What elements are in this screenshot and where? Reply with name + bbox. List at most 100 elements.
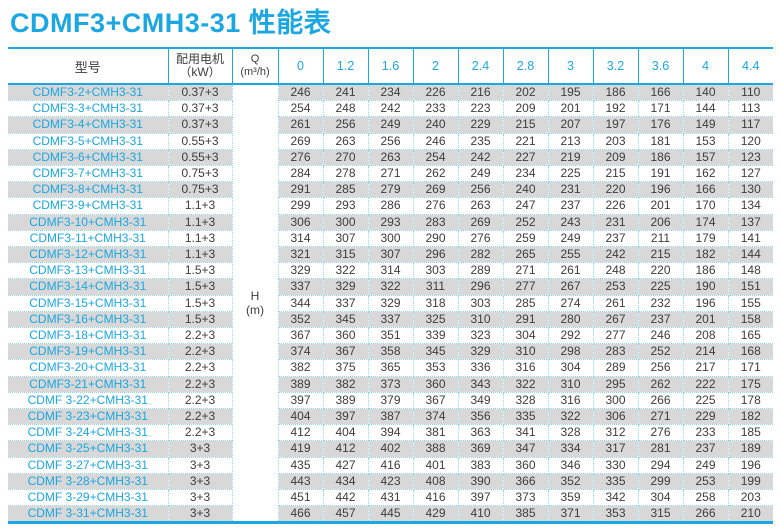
head-value-cell: 375 (322, 359, 369, 377)
head-value-cell: 279 (367, 181, 414, 199)
head-value-cell: 254 (412, 148, 459, 167)
header-flow-value: 3.2 (593, 48, 639, 85)
head-value-cell: 157 (682, 148, 729, 167)
table-row: CDMF 3-28+CMH3-31 3+3 443 434 423 408 390 366 35… (8, 472, 773, 491)
head-value-cell: 345 (412, 343, 459, 361)
motor-power-cell: 1.1+3 (167, 197, 233, 215)
head-value-cell: 337 (367, 310, 414, 329)
head-value-cell: 347 (502, 440, 549, 458)
head-value-cell: 274 (547, 294, 594, 312)
head-value-cell: 298 (547, 343, 594, 361)
head-value-cell: 191 (637, 165, 684, 183)
head-value-cell: 267 (547, 278, 594, 296)
head-value-cell: 217 (682, 359, 729, 377)
motor-power-cell: 0.75+3 (167, 165, 233, 183)
table-row: CDMF 3-25+CMH3-31 3+3 419 412 402 388 369 347 33… (8, 440, 773, 458)
head-value-cell: 206 (637, 213, 684, 231)
head-value-cell: 166 (682, 181, 729, 199)
head-value-cell: 289 (592, 359, 639, 377)
head-value-cell: 306 (277, 213, 324, 231)
motor-power-cell: 2.2+3 (167, 343, 233, 361)
head-value-cell: 457 (322, 505, 369, 524)
head-value-cell: 246 (637, 327, 684, 345)
head-value-cell: 181 (637, 132, 684, 150)
head-value-cell: 303 (412, 262, 459, 280)
head-value-cell: 259 (502, 229, 549, 248)
head-value-cell: 359 (547, 489, 594, 507)
head-value-cell: 345 (322, 310, 369, 329)
head-value-cell: 294 (637, 456, 684, 474)
head-value-cell: 318 (412, 294, 459, 312)
head-value-cell: 330 (592, 456, 639, 474)
head-value-cell: 256 (457, 181, 504, 199)
head-value-cell: 276 (277, 148, 324, 167)
head-value-cell: 215 (502, 116, 549, 134)
header-motor-power: 配用电机 （kW） (168, 48, 233, 85)
head-value-cell: 137 (727, 213, 773, 231)
head-value-cell: 322 (502, 375, 549, 393)
head-value-cell: 299 (637, 472, 684, 491)
head-value-cell: 220 (637, 262, 684, 280)
head-value-cell: 335 (592, 472, 639, 491)
model-cell: CDMF3-15+CMH3-31 (8, 294, 169, 312)
head-value-cell: 219 (547, 148, 594, 167)
head-value-cell: 189 (727, 440, 773, 458)
head-value-cell: 315 (322, 246, 369, 264)
head-value-cell: 335 (502, 408, 549, 426)
head-value-cell: 263 (322, 132, 369, 150)
table-row: CDMF3-11+CMH3-31 1.1+3 314 307 300 290 276 259 2… (8, 229, 773, 248)
head-value-cell: 316 (502, 359, 549, 377)
head-value-cell: 329 (367, 294, 414, 312)
motor-power-cell: 0.55+3 (167, 148, 233, 167)
head-value-cell: 165 (727, 327, 773, 345)
head-value-cell: 316 (547, 391, 594, 410)
motor-power-cell: 2.2+3 (167, 375, 233, 393)
head-value-cell: 435 (277, 456, 324, 474)
table-row: CDMF 3-27+CMH3-31 3+3 435 427 416 401 383 360 34… (8, 456, 773, 474)
head-value-cell: 246 (412, 132, 459, 150)
table-row: CDMF 3-29+CMH3-31 3+3 451 442 431 416 397 373 35… (8, 489, 773, 507)
head-value-cell: 270 (322, 148, 369, 167)
head-value-cell: 214 (682, 343, 729, 361)
head-value-cell: 427 (322, 456, 369, 474)
head-value-cell: 222 (682, 375, 729, 393)
model-cell: CDMF3-21+CMH3-31 (8, 375, 169, 393)
head-value-cell: 231 (592, 213, 639, 231)
head-value-cell: 310 (547, 375, 594, 393)
table-row: CDMF3-15+CMH3-31 1.5+3 344 337 329 318 303 285 2… (8, 294, 773, 312)
head-value-cell: 140 (682, 83, 729, 102)
head-value-cell: 322 (322, 262, 369, 280)
head-value-cell: 242 (457, 148, 504, 167)
model-cell: CDMF 3-27+CMH3-31 (8, 456, 169, 474)
head-value-cell: 192 (592, 100, 639, 118)
head-value-cell: 216 (457, 83, 504, 102)
head-value-cell: 339 (412, 327, 459, 345)
table-row: CDMF3-9+CMH3-31 1.1+3 299 293 286 276 263 247 23… (8, 197, 773, 215)
head-value-cell: 199 (727, 472, 773, 491)
head-value-cell: 179 (682, 229, 729, 248)
motor-power-cell: 0.75+3 (167, 181, 233, 199)
head-value-cell: 130 (727, 181, 773, 199)
model-cell: CDMF3-2+CMH3-31 (8, 83, 169, 102)
head-value-cell: 144 (727, 246, 773, 264)
head-value-cell: 141 (727, 229, 773, 248)
header-flow-value: 2 (413, 48, 459, 85)
head-value-cell: 247 (502, 197, 549, 215)
head-value-cell: 120 (727, 132, 773, 150)
head-value-cell: 334 (547, 440, 594, 458)
head-value-cell: 374 (277, 343, 324, 361)
head-value-cell: 290 (412, 229, 459, 248)
head-value-cell: 291 (277, 181, 324, 199)
head-value-cell: 381 (412, 424, 459, 442)
model-cell: CDMF3-13+CMH3-31 (8, 262, 169, 280)
head-value-cell: 229 (682, 408, 729, 426)
head-value-cell: 178 (727, 391, 773, 410)
head-value-cell: 196 (637, 181, 684, 199)
head-value-cell: 397 (457, 489, 504, 507)
model-cell: CDMF3-9+CMH3-31 (8, 197, 169, 215)
head-value-cell: 276 (637, 424, 684, 442)
head-value-cell: 241 (322, 83, 369, 102)
head-value-cell: 304 (547, 359, 594, 377)
table-row: CDMF3-4+CMH3-31 0.37+3 261 256 249 240 229 215 2… (8, 116, 773, 134)
